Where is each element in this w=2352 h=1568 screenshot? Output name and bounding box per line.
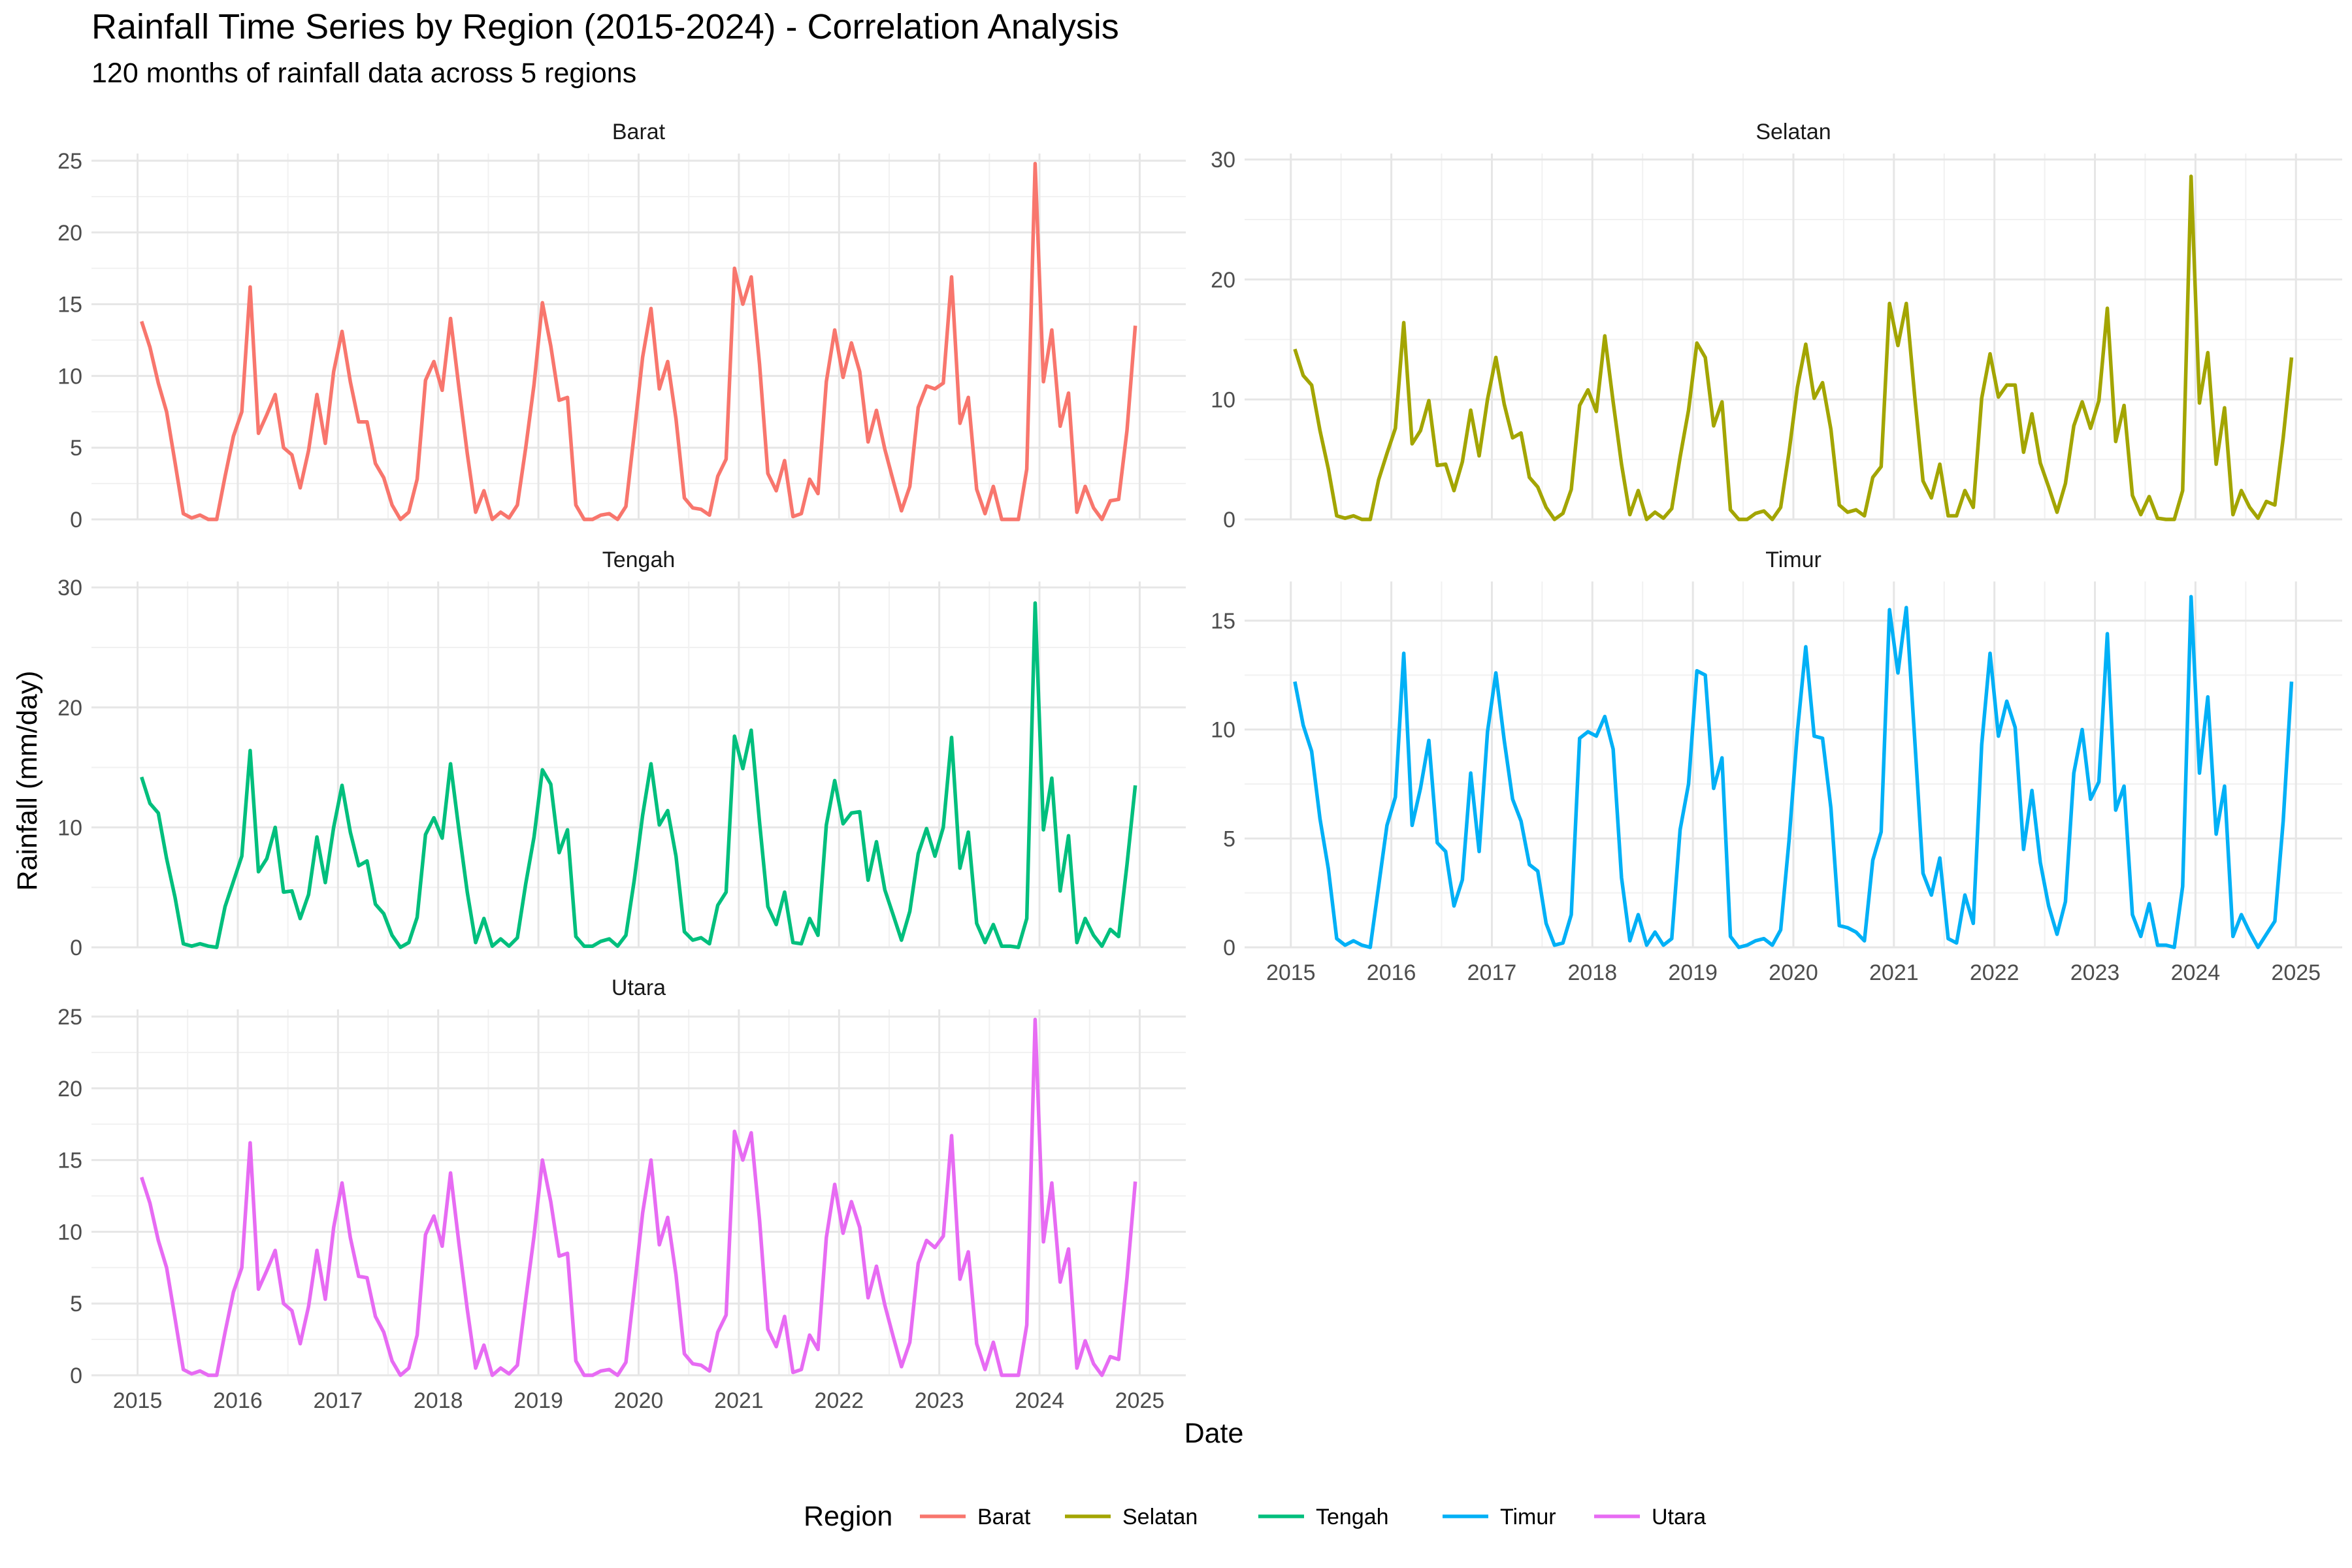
- x-tick-label: 2023: [2070, 960, 2120, 985]
- y-tick-label: 5: [70, 1292, 82, 1316]
- legend-label-tengah: Tengah: [1316, 1505, 1389, 1529]
- x-tick-label: 2021: [714, 1388, 764, 1413]
- series-line-timur: [1293, 595, 2294, 949]
- y-tick-label: 15: [57, 293, 82, 318]
- x-axis-title: Date: [1184, 1418, 1244, 1449]
- chart-title: Rainfall Time Series by Region (2015-202…: [91, 7, 1119, 46]
- legend-item-barat: Barat: [920, 1505, 1031, 1529]
- x-tick-label: 2015: [113, 1388, 163, 1413]
- y-tick-label: 30: [1211, 148, 1235, 172]
- legend: Region Barat Selatan Tengah Timur Utara: [804, 1501, 1706, 1532]
- series-line-barat: [140, 161, 1137, 521]
- x-tick-label: 2017: [1467, 960, 1517, 985]
- panel-timur: Timur 0 5 10 15 2015 2016 2017 2018 2019 2020 2021 2…: [1211, 547, 2342, 985]
- y-tick-label: 0: [70, 508, 82, 532]
- strip-label-utara: Utara: [612, 975, 666, 1000]
- y-tick-label: 25: [57, 1005, 82, 1030]
- y-tick-label: 20: [57, 1077, 82, 1102]
- y-tick-label: 20: [57, 221, 82, 246]
- y-tick-label: 5: [70, 436, 82, 461]
- y-tick-label: 20: [57, 696, 82, 721]
- y-tick-label: 20: [1211, 268, 1235, 293]
- legend-label-timur: Timur: [1500, 1505, 1556, 1529]
- series-line-selatan: [1293, 174, 2294, 521]
- panel-tengah: Tengah 0 10 20 30: [57, 547, 1186, 960]
- y-tick-label: 10: [57, 1220, 82, 1245]
- y-tick-label: 10: [1211, 718, 1235, 743]
- y-tick-label: 30: [57, 576, 82, 600]
- x-tick-label: 2020: [614, 1388, 664, 1413]
- y-tick-label: 15: [1211, 609, 1235, 634]
- x-tick-label: 2025: [2271, 960, 2321, 985]
- y-axis-title: Rainfall (mm/day): [12, 671, 43, 891]
- chart-subtitle: 120 months of rainfall data across 5 reg…: [91, 57, 637, 89]
- y-tick-label: 10: [57, 364, 82, 389]
- series-line-tengah: [140, 601, 1137, 949]
- x-tick-label: 2024: [2171, 960, 2221, 985]
- strip-label-timur: Timur: [1765, 547, 1821, 572]
- x-tick-label: 2024: [1015, 1388, 1064, 1413]
- x-tick-label: 2025: [1115, 1388, 1165, 1413]
- y-tick-label: 0: [70, 1364, 82, 1388]
- legend-item-tengah: Tengah: [1258, 1505, 1389, 1529]
- x-tick-label: 2019: [1668, 960, 1718, 985]
- y-tick-label: 0: [1223, 936, 1235, 960]
- y-tick-label: 15: [57, 1149, 82, 1173]
- y-tick-label: 0: [70, 936, 82, 960]
- y-tick-label: 0: [1223, 508, 1235, 532]
- x-tick-label: 2016: [1367, 960, 1416, 985]
- y-tick-label: 10: [57, 815, 82, 840]
- strip-label-selatan: Selatan: [1756, 120, 1831, 144]
- y-tick-label: 10: [1211, 387, 1235, 412]
- legend-label-utara: Utara: [1652, 1505, 1706, 1529]
- legend-title: Region: [804, 1501, 892, 1532]
- panel-selatan: Selatan 0 10 20 30: [1211, 120, 2342, 532]
- x-tick-label: 2018: [1567, 960, 1617, 985]
- x-tick-label: 2021: [1869, 960, 1919, 985]
- y-tick-label: 5: [1223, 826, 1235, 851]
- series-line-utara: [140, 1017, 1137, 1377]
- x-tick-label: 2015: [1266, 960, 1316, 985]
- x-tick-label: 2016: [213, 1388, 263, 1413]
- legend-label-barat: Barat: [977, 1505, 1031, 1529]
- panel-barat: Barat 0 5 10 15 20 25: [57, 120, 1186, 532]
- x-tick-label: 2018: [414, 1388, 463, 1413]
- legend-item-timur: Timur: [1443, 1505, 1556, 1529]
- x-tick-label: 2022: [814, 1388, 864, 1413]
- x-tick-label: 2019: [514, 1388, 563, 1413]
- strip-label-tengah: Tengah: [602, 547, 676, 572]
- legend-label-selatan: Selatan: [1122, 1505, 1198, 1529]
- y-tick-label: 25: [57, 149, 82, 174]
- strip-label-barat: Barat: [612, 120, 666, 144]
- x-tick-label: 2020: [1769, 960, 1818, 985]
- x-tick-label: 2023: [915, 1388, 964, 1413]
- legend-item-selatan: Selatan: [1065, 1505, 1198, 1529]
- legend-item-utara: Utara: [1594, 1505, 1706, 1529]
- x-tick-label: 2022: [1970, 960, 2019, 985]
- x-tick-label: 2017: [314, 1388, 363, 1413]
